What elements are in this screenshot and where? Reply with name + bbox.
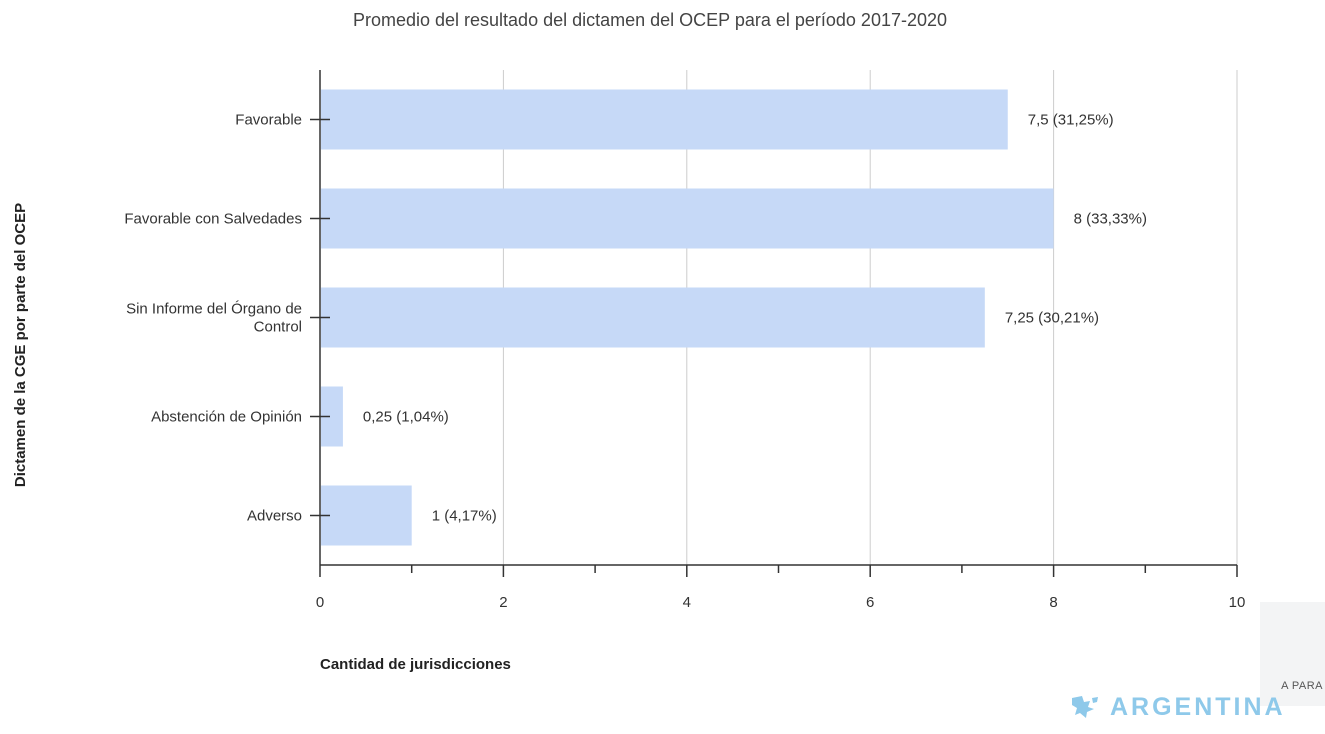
logo-background	[1260, 602, 1325, 706]
category-label-line: Sin Informe del Órgano de	[126, 301, 302, 318]
category-label-line: Abstención de Opinión	[151, 409, 302, 426]
category-label: Favorable con Salvedades	[124, 211, 302, 228]
argentina-map-logo-icon	[1072, 696, 1098, 718]
bar	[321, 485, 412, 546]
category-label-line: Favorable	[235, 112, 302, 129]
category-label-line: Favorable con Salvedades	[124, 211, 302, 228]
bars	[321, 89, 1054, 546]
category-label: Sin Informe del Órgano de Control	[126, 301, 302, 336]
category-label-line: Control	[254, 319, 302, 336]
bar	[321, 386, 343, 447]
category-label: Favorable	[235, 112, 302, 129]
data-label: 0,25 (1,04%)	[363, 409, 449, 426]
x-tick-label: 0	[316, 594, 324, 611]
bar	[321, 89, 1008, 150]
x-tick-label: 8	[1049, 594, 1057, 611]
data-label: 8 (33,33%)	[1074, 211, 1147, 228]
category-label-line: Adverso	[247, 508, 302, 525]
x-tick-label: 10	[1229, 594, 1246, 611]
x-axis-title: Cantidad de jurisdicciones	[320, 656, 511, 673]
logo-small-text: A PARA	[1281, 680, 1323, 692]
bar	[321, 287, 985, 348]
chart-title: Promedio del resultado del dictamen del …	[353, 10, 947, 30]
category-label: Adverso	[247, 508, 302, 525]
data-label: 7,5 (31,25%)	[1028, 112, 1114, 129]
y-axis-title: Dictamen de la CGE por parte del OCEP	[12, 203, 29, 487]
logo: ARGENTINA	[1070, 693, 1325, 721]
data-label: 1 (4,17%)	[432, 508, 497, 525]
x-tick-label: 4	[683, 594, 691, 611]
logo-text: ARGENTINA	[1110, 692, 1286, 721]
x-tick-label: 6	[866, 594, 874, 611]
data-label: 7,25 (30,21%)	[1005, 310, 1099, 327]
category-label: Abstención de Opinión	[151, 409, 302, 426]
bar	[321, 188, 1054, 249]
labels: Favorable 7,5 (31,25%) Favorable con Salve…	[124, 112, 1245, 612]
axes	[310, 70, 1238, 577]
x-tick-label: 2	[499, 594, 507, 611]
